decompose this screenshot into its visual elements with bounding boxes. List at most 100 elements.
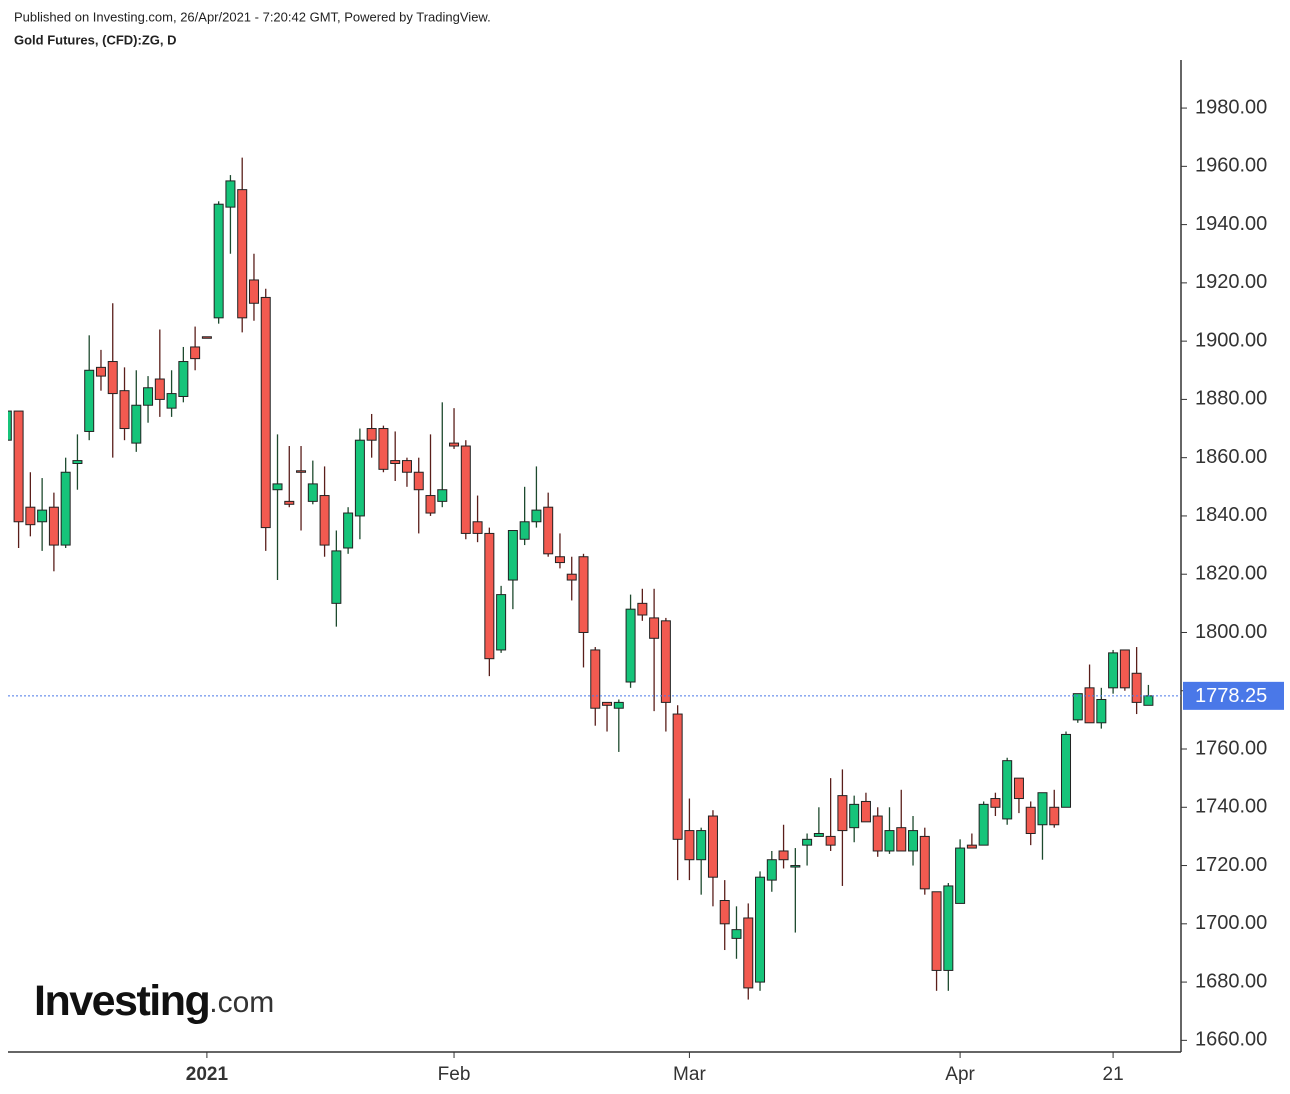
y-tick-label: 1820.00 bbox=[1195, 562, 1267, 584]
candle-body bbox=[366, 428, 377, 441]
candle-body bbox=[872, 815, 883, 852]
candle-body bbox=[296, 470, 307, 473]
candle-body bbox=[731, 929, 742, 939]
candle-body bbox=[743, 917, 754, 989]
candle-body bbox=[201, 336, 212, 339]
y-tick-label: 1960.00 bbox=[1195, 155, 1267, 177]
candle-body bbox=[1143, 695, 1154, 706]
candle-body bbox=[590, 649, 601, 709]
candle-body bbox=[860, 800, 871, 823]
y-tick-label: 1940.00 bbox=[1195, 213, 1267, 235]
x-tick-label: 21 bbox=[1103, 1064, 1124, 1085]
candle-body bbox=[460, 445, 471, 534]
last-price-box bbox=[1183, 681, 1284, 710]
candle-body bbox=[625, 608, 636, 683]
candle-body bbox=[213, 203, 224, 319]
candle-body bbox=[331, 550, 342, 604]
candle-body bbox=[1002, 760, 1013, 820]
candle-body bbox=[154, 378, 165, 400]
candle-body bbox=[660, 620, 671, 703]
candle-body bbox=[72, 460, 83, 465]
candle-body bbox=[401, 460, 412, 473]
candle-body bbox=[319, 495, 330, 546]
last-price-label: 1778.25 bbox=[1195, 685, 1267, 707]
candle-body bbox=[637, 602, 648, 616]
candle-body bbox=[8, 410, 12, 441]
logo-main: Investing bbox=[34, 977, 209, 1025]
candle-body bbox=[790, 865, 801, 868]
candle-body bbox=[190, 346, 201, 360]
candle-body bbox=[813, 832, 824, 837]
candle-body bbox=[766, 859, 777, 881]
candle-body bbox=[84, 369, 95, 432]
candle-body bbox=[48, 506, 59, 546]
logo-suffix: .com bbox=[209, 986, 274, 1019]
candle-body bbox=[1119, 649, 1130, 689]
candle-body bbox=[719, 900, 730, 925]
candle-body bbox=[684, 830, 695, 861]
candle-body bbox=[413, 471, 424, 491]
candle-body bbox=[507, 530, 518, 581]
y-tick-label: 1920.00 bbox=[1195, 271, 1267, 293]
candle-body bbox=[178, 361, 189, 397]
candle-body bbox=[1072, 693, 1083, 721]
instrument-title: Gold Futures, (CFD):ZG, D bbox=[14, 32, 176, 47]
y-tick-label: 1840.00 bbox=[1195, 504, 1267, 526]
candle-body bbox=[237, 189, 248, 319]
candle-body bbox=[519, 521, 530, 540]
candle-body bbox=[755, 876, 766, 983]
candle-body bbox=[884, 830, 895, 852]
published-note: Published on Investing.com, 26/Apr/2021 … bbox=[14, 9, 491, 24]
candle-body bbox=[578, 556, 589, 633]
candle-body bbox=[707, 815, 718, 878]
x-tick-label: 2021 bbox=[186, 1064, 229, 1085]
x-tick-label: Apr bbox=[945, 1064, 975, 1085]
candle-body bbox=[943, 885, 954, 971]
x-tick-label: Feb bbox=[438, 1064, 471, 1085]
candle-body bbox=[284, 500, 295, 505]
candle-body bbox=[931, 891, 942, 971]
y-tick-label: 1720.00 bbox=[1195, 854, 1267, 876]
candle-body bbox=[390, 460, 401, 465]
candle-body bbox=[354, 439, 365, 517]
candle-body bbox=[307, 483, 318, 502]
candle-body bbox=[225, 180, 236, 208]
y-tick-label: 1860.00 bbox=[1195, 446, 1267, 468]
y-tick-label: 1800.00 bbox=[1195, 621, 1267, 643]
candle-body bbox=[1108, 652, 1119, 689]
candle-body bbox=[95, 366, 106, 377]
candle-body bbox=[449, 442, 460, 447]
y-tick-label: 1980.00 bbox=[1195, 96, 1267, 118]
candle-body bbox=[484, 532, 495, 660]
y-tick-label: 1660.00 bbox=[1195, 1029, 1267, 1051]
y-tick-label: 1760.00 bbox=[1195, 737, 1267, 759]
candle-body bbox=[272, 483, 283, 491]
candle-body bbox=[107, 361, 118, 395]
candle-body bbox=[1013, 777, 1024, 800]
candle-body bbox=[1131, 672, 1142, 703]
candle-body bbox=[672, 713, 683, 840]
x-tick-label: Mar bbox=[673, 1064, 706, 1085]
candle-body bbox=[378, 428, 389, 470]
candle-body bbox=[131, 404, 142, 444]
candle-body bbox=[566, 573, 577, 581]
y-tick-label: 1880.00 bbox=[1195, 388, 1267, 410]
candle-body bbox=[260, 296, 271, 529]
candle-body bbox=[1096, 698, 1107, 724]
candle-body bbox=[1049, 806, 1060, 826]
candle-body bbox=[896, 827, 907, 852]
logo: Investing.com bbox=[34, 977, 274, 1025]
candle-body bbox=[343, 512, 354, 549]
candle-body bbox=[849, 803, 860, 829]
candle-body bbox=[778, 850, 789, 861]
candle-body bbox=[919, 835, 930, 890]
candle-body bbox=[837, 795, 848, 832]
plot-area bbox=[8, 157, 1154, 1000]
y-tick-label: 1900.00 bbox=[1195, 329, 1267, 351]
candle-body bbox=[1037, 792, 1048, 826]
candle-body bbox=[37, 509, 48, 523]
candle-body bbox=[908, 830, 919, 852]
candle-body bbox=[649, 617, 660, 639]
candle-body bbox=[60, 471, 71, 546]
y-tick-label: 1680.00 bbox=[1195, 970, 1267, 992]
